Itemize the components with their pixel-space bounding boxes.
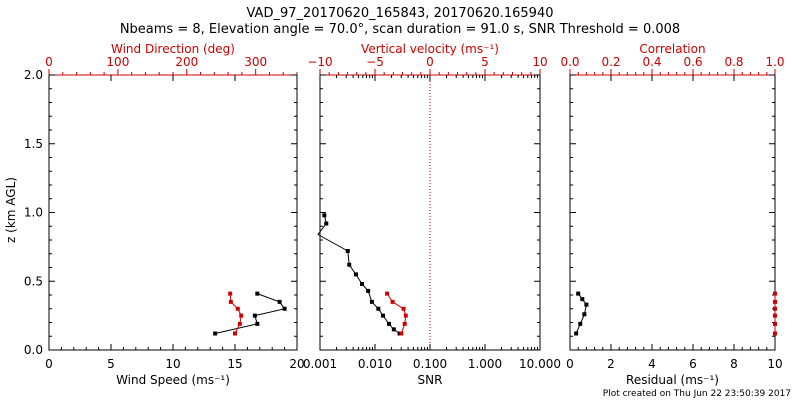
- panel-3-series-1-point: [580, 297, 585, 302]
- panel-2-series-2-point: [399, 331, 404, 336]
- panel-1-frame: [48, 74, 298, 351]
- panel-3-series-2-point: [773, 291, 777, 296]
- panel-1-series-1-point: [282, 306, 287, 311]
- panel-3-series-1-point: [576, 291, 581, 296]
- panel-2-series-1-point: [322, 213, 327, 218]
- panel-2-bottom-tick-label: 0.010: [358, 357, 392, 371]
- panel-1-series-1-line: [215, 293, 286, 334]
- panel-2-series-1-point: [359, 282, 364, 286]
- y-tick-label: 1.5: [24, 137, 43, 151]
- figure-title-line1: VAD_97_20170620_165843, 20170620.165940: [247, 6, 554, 21]
- panel-1-top-tick-label: 0: [45, 55, 53, 69]
- y-tick-label: 0.5: [24, 274, 43, 288]
- panel-1-series-2-point: [233, 331, 237, 336]
- panel-2-top-tick-label: 0: [426, 55, 434, 69]
- panel-2-top-tick-label: −5: [366, 55, 384, 69]
- y-axis-label: z (km AGL): [4, 177, 18, 243]
- panel-3-series-1-point: [584, 302, 589, 307]
- panel-3-bottom-tick-label: 4: [648, 357, 656, 371]
- panel-2-series-1-point: [366, 288, 371, 293]
- panel-3-series-2-point: [773, 299, 777, 304]
- panel-3-top-tick-label: 0.8: [724, 55, 743, 69]
- y-tick-label: 2.0: [24, 68, 43, 82]
- panel-2-series-1-point: [353, 272, 358, 277]
- panel-2-top-tick-label: 5: [481, 55, 489, 69]
- panel-2-series-2-point: [390, 299, 395, 304]
- panel-2-series-2-point: [385, 291, 390, 296]
- panel-2-bottom-tick-label: 1.000: [468, 357, 502, 371]
- figure-title-line2: Nbeams = 8, Elevation angle = 70.0°, sca…: [120, 22, 680, 37]
- panel-3-series-2-point: [773, 331, 777, 336]
- y-tick-label: 1.0: [24, 206, 43, 220]
- panel-3-top-tick-label: 0.0: [560, 55, 579, 69]
- panel-2-bottom-axis-label: SNR: [418, 373, 443, 387]
- y-tick-label: 0.0: [24, 343, 43, 357]
- panel-2-bottom-tick-label: 0.100: [413, 357, 447, 371]
- panel-1-series-1-point: [252, 313, 257, 318]
- panel-3-top-tick-label: 0.2: [601, 55, 620, 69]
- panel-3-bottom-axis-label: Residual (ms⁻¹): [626, 373, 719, 387]
- panel-2-series-2-point: [403, 313, 408, 318]
- panel-1-series-2-point: [237, 321, 242, 326]
- footer-text: Plot created on Thu Jun 22 23:50:39 2017: [603, 389, 791, 399]
- panel-1-bottom-tick-label: 20: [289, 357, 304, 371]
- panel-2-frame: [319, 74, 541, 351]
- panel-1-bottom-tick-label: 0: [45, 357, 53, 371]
- panel-3-series-2-point: [773, 313, 777, 318]
- panel-3-top-tick-label: 0.6: [683, 55, 702, 69]
- panel-2-top-tick-label: 10: [532, 55, 547, 69]
- panel-2-top-tick-label: −10: [307, 55, 332, 69]
- panel-2-series-1-point: [381, 313, 386, 318]
- panel-3-bottom-tick-label: 0: [566, 357, 574, 371]
- panel-2-series-1-point: [391, 327, 396, 332]
- panel-1-top-axis-label: Wind Direction (deg): [111, 42, 235, 56]
- panel-1-top-tick-label: 200: [175, 55, 198, 69]
- panel-1-bottom-tick-label: 5: [107, 357, 115, 371]
- panel-1-series-1-point: [213, 331, 218, 336]
- panel-1-bottom-tick-label: 15: [227, 357, 242, 371]
- panel-1-bottom-tick-label: 10: [165, 357, 180, 371]
- panel-3-series-1-point: [578, 321, 583, 326]
- panel-2-series-1-point: [347, 262, 352, 267]
- panel-3-top-tick-label: 0.4: [642, 55, 661, 69]
- panel-2-series-1-point: [387, 321, 392, 326]
- panel-2-bottom-tick-label: 10.000: [519, 357, 561, 371]
- panel-1-series-2-point: [228, 299, 233, 304]
- panel-2-series-1-point: [369, 299, 374, 304]
- panel-2-series-2-point: [402, 321, 407, 326]
- panel-3-bottom-tick-label: 8: [730, 357, 738, 371]
- panel-1-series-1-point: [277, 299, 282, 304]
- panel-3-bottom-tick-label: 2: [607, 357, 615, 371]
- panel-3-series-2-point: [773, 321, 777, 326]
- panel-2-top-axis-label: Vertical velocity (ms⁻¹): [361, 42, 499, 56]
- panel-3-frame: [569, 74, 776, 351]
- panel-3-top-axis-label: Correlation: [639, 42, 705, 56]
- panel-2-series-1-point: [324, 221, 329, 226]
- panel-3-top-tick-label: 1.0: [765, 55, 784, 69]
- panel-2-series-2-point: [401, 306, 406, 311]
- panel-3-bottom-tick-label: 10: [767, 357, 782, 371]
- panel-1-series-2-point: [228, 291, 233, 296]
- panel-2-series-1-point: [376, 306, 381, 311]
- panel-1-bottom-axis-label: Wind Speed (ms⁻¹): [116, 373, 230, 387]
- panel-1-series-1-point: [255, 291, 260, 296]
- panel-3-bottom-tick-label: 6: [689, 357, 697, 371]
- panel-1-series-2-point: [239, 313, 244, 318]
- panel-2-bottom-tick-label: 0.001: [303, 357, 337, 371]
- panel-1-series-1-point: [255, 321, 260, 326]
- panel-1-series-2-point: [235, 306, 240, 311]
- panel-3-series-2-point: [773, 306, 777, 311]
- panel-2-series-2-line: [386, 293, 407, 334]
- panel-3-series-1-point: [582, 312, 587, 317]
- panel-2-series-1-line: [317, 215, 400, 334]
- panel-1-top-tick-label: 300: [244, 55, 267, 69]
- panel-1-top-tick-label: 100: [106, 55, 129, 69]
- panel-3-series-1-point: [574, 331, 579, 336]
- panel-2-series-1-point: [345, 249, 350, 253]
